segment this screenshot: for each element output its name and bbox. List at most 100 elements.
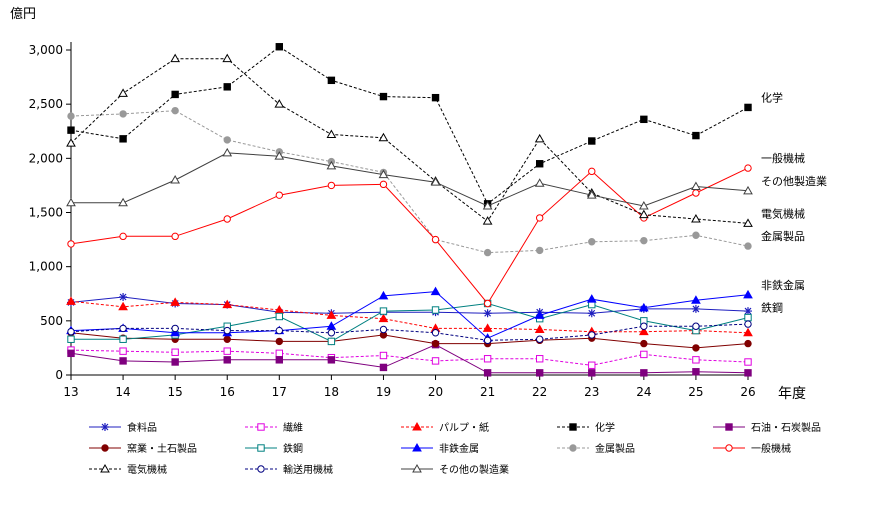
point-electrical-26 (743, 218, 753, 227)
point-steel-14 (119, 335, 127, 343)
y-tick-label: 1,500 (29, 206, 63, 220)
point-petroleum-23 (588, 369, 596, 377)
legend-marker-nonferrous (412, 442, 422, 452)
point-other-13 (66, 197, 76, 207)
y-tick-label: 500 (40, 314, 63, 328)
point-food-21 (483, 309, 492, 318)
legend-item-other: その他の製造業 (401, 463, 509, 476)
point-nonferrous-19 (378, 290, 389, 300)
point-metal-21 (483, 248, 492, 257)
point-other-20 (430, 177, 441, 186)
point-ceramics-16 (223, 335, 231, 343)
point-metal-13 (67, 112, 75, 120)
series-ceramics (67, 329, 752, 352)
series-line-nonferrous (70, 291, 749, 339)
point-petroleum-13 (67, 349, 75, 358)
series-textile (67, 346, 752, 369)
point-metal-24 (640, 236, 648, 245)
point-electrical-15 (170, 53, 181, 63)
series-electrical (66, 53, 753, 227)
point-electrical-21 (482, 216, 493, 225)
point-steel-13 (67, 335, 75, 343)
point-electrical-19 (378, 132, 389, 142)
point-textile-24 (640, 350, 648, 359)
point-petroleum-18 (327, 356, 336, 364)
point-chemical-14 (119, 135, 127, 143)
legend-marker-petroleum (725, 423, 733, 431)
point-steel-18 (327, 337, 336, 346)
point-food-26 (744, 307, 752, 316)
x-tick-label: 16 (220, 385, 235, 399)
point-textile-17 (275, 349, 284, 358)
series-food (67, 293, 752, 318)
point-steel-17 (275, 312, 284, 321)
series-chemical (67, 43, 752, 208)
point-other-14 (118, 197, 128, 207)
point-electrical-17 (274, 99, 285, 108)
point-chemical-19 (379, 92, 388, 101)
point-pulp-21 (482, 323, 493, 332)
point-textile-20 (431, 357, 440, 365)
series-line-chemical (70, 46, 749, 205)
annotation-steel: 鉄鋼 (761, 301, 783, 315)
point-machinery-23 (588, 167, 596, 176)
legend-label-steel: 鉄鋼 (283, 442, 303, 455)
x-tick-label: 23 (584, 385, 599, 399)
series-group (66, 43, 753, 377)
legend-label-electrical: 電気機械 (127, 463, 167, 476)
point-electrical-14 (118, 88, 128, 97)
point-steel-20 (431, 306, 440, 314)
point-other-24 (638, 200, 649, 210)
series-line-other (71, 152, 749, 207)
point-other-21 (482, 200, 493, 210)
point-machinery-25 (692, 189, 700, 197)
point-transport-19 (379, 325, 388, 334)
point-machinery-15 (171, 232, 179, 241)
point-machinery-14 (119, 232, 127, 241)
point-pulp-18 (326, 310, 337, 319)
point-transport-23 (588, 331, 596, 339)
point-pulp-16 (222, 299, 233, 309)
point-textile-21 (483, 355, 492, 363)
point-petroleum-19 (379, 363, 388, 372)
point-chemical-17 (275, 43, 284, 51)
point-textile-26 (744, 358, 752, 366)
point-pulp-13 (66, 296, 76, 305)
x-tick-label: 14 (115, 385, 130, 399)
point-textile-16 (223, 347, 231, 355)
point-electrical-16 (222, 53, 233, 63)
point-electrical-13 (66, 138, 76, 147)
axes: 0 500 1,000 1,500 2,000 2,500 3,000 13 14 15 16 17 1… (29, 42, 756, 399)
y-tick-label: 2,000 (29, 151, 63, 165)
legend-item-petroleum: 石油・石炭製品 (713, 421, 821, 434)
y-tick-label: 0 (55, 368, 63, 382)
point-chemical-25 (692, 131, 700, 140)
annotation-nonferrous: 非鉄金属 (761, 278, 805, 292)
point-metal-16 (223, 136, 231, 144)
legend-label-chemical: 化学 (595, 421, 615, 434)
legend-marker-electrical (100, 463, 110, 473)
legend-label-nonferrous: 非鉄金属 (439, 442, 479, 455)
point-petroleum-22 (535, 369, 544, 377)
series-line-food (70, 296, 749, 314)
point-metal-15 (171, 106, 179, 115)
point-steel-19 (379, 307, 388, 315)
y-tick-label: 2,500 (29, 97, 63, 111)
point-metal-25 (692, 231, 700, 239)
point-other-17 (274, 151, 285, 160)
point-transport-16 (223, 326, 231, 335)
point-nonferrous-23 (586, 294, 597, 303)
legend-marker-machinery (725, 444, 733, 452)
point-textile-14 (119, 347, 127, 355)
series-petroleum (67, 340, 752, 377)
legend-marker-steel (257, 444, 265, 452)
point-chemical-18 (327, 76, 336, 85)
legend-label-petroleum: 石油・石炭製品 (751, 421, 821, 434)
point-chemical-24 (640, 115, 648, 124)
point-petroleum-26 (744, 369, 752, 377)
legend-marker-metal (569, 444, 577, 452)
point-petroleum-24 (640, 369, 648, 377)
point-ceramics-24 (640, 339, 648, 348)
